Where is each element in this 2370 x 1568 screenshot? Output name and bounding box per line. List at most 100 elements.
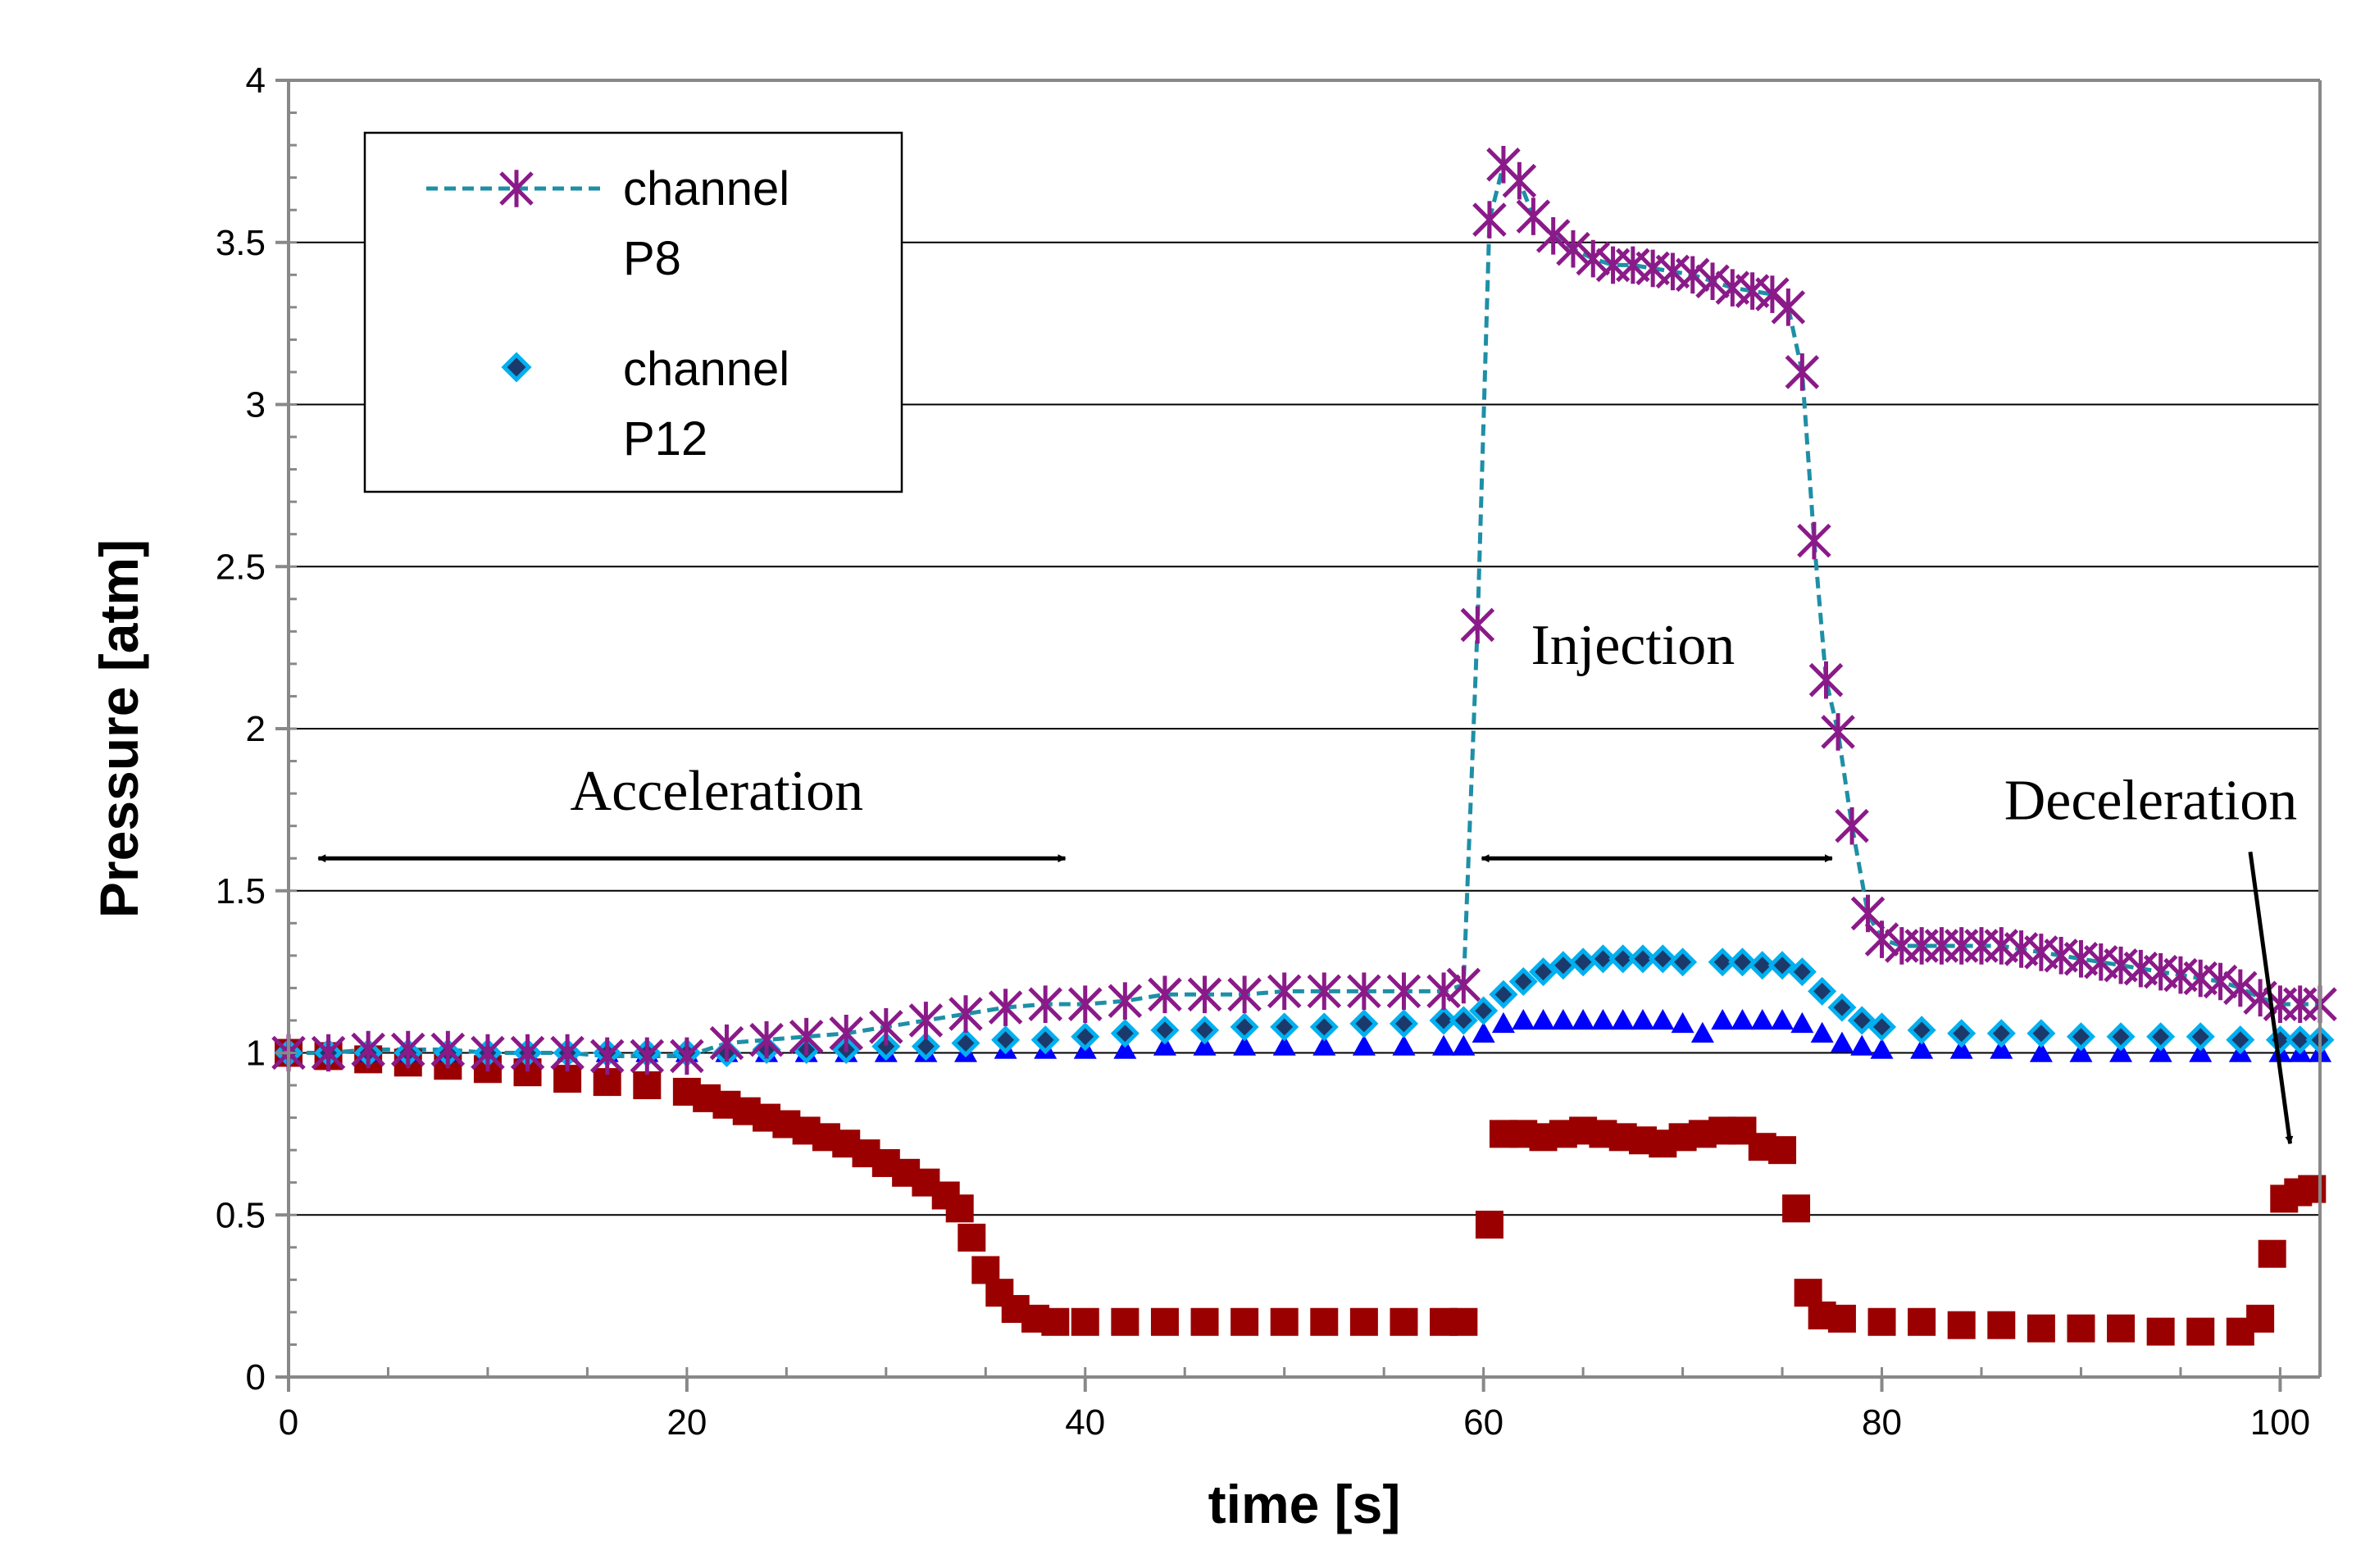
p8-point	[869, 1008, 903, 1046]
p12-point	[2286, 1025, 2315, 1055]
blue-triangle-point	[1272, 1034, 1296, 1056]
y-tick-label: 1	[246, 1034, 266, 1074]
blue-triangle-point	[1631, 1008, 1654, 1030]
blue-triangle-point	[1790, 1011, 1814, 1034]
red-square-point	[1768, 1136, 1797, 1165]
blue-triangle-point	[1551, 1008, 1575, 1030]
red-square-point	[1111, 1307, 1140, 1336]
y-tick-label: 0	[246, 1357, 266, 1398]
blue-triangle-point	[1830, 1031, 1854, 1052]
annotation-deceleration: Deceleration	[2004, 770, 2298, 833]
p12-point	[1808, 976, 1837, 1006]
p8-point	[390, 1030, 425, 1069]
red-square-point	[2146, 1317, 2175, 1346]
red-square-point	[2027, 1314, 2055, 1343]
legend-p8-label-line2: P8	[623, 232, 681, 285]
p8-point	[1797, 521, 1831, 560]
y-tick-label: 0.5	[216, 1195, 266, 1235]
p8-series-line	[289, 160, 2320, 1058]
p12-point	[1389, 1009, 1419, 1039]
red-square-point	[1390, 1307, 1418, 1336]
x-tick-label: 40	[1065, 1402, 1105, 1443]
p8-point	[908, 1002, 944, 1039]
p8-point	[430, 1030, 466, 1069]
p8-point	[471, 1034, 505, 1072]
y-tick-label: 2	[246, 709, 266, 749]
p8-point	[1864, 920, 1899, 958]
x-tick-label: 60	[1463, 1402, 1503, 1443]
p12-point	[1608, 944, 1638, 974]
p12-point	[1150, 1016, 1180, 1045]
p8-point	[589, 1037, 625, 1075]
blue-triangle-point	[2189, 1041, 2213, 1062]
blue-triangle-point	[1153, 1034, 1176, 1056]
y-tick-label: 1.5	[216, 871, 266, 911]
p8-point	[829, 1014, 864, 1052]
legend-star-mark	[499, 170, 534, 207]
p8-point	[1460, 606, 1495, 644]
p12-point	[1787, 957, 1817, 987]
blue-triangle-point	[1531, 1008, 1555, 1030]
p12-point	[2066, 1022, 2096, 1052]
blue-triangle-point	[1491, 1011, 1515, 1034]
p12-point	[1429, 1006, 1458, 1035]
blue-triangle-point	[1512, 1008, 1535, 1030]
p12-point	[911, 1032, 940, 1061]
p8-point	[1267, 972, 1302, 1011]
p8-point	[2203, 962, 2238, 1001]
y-tick-label: 3	[246, 385, 266, 425]
red-square-point	[1071, 1307, 1099, 1336]
p8-point	[1755, 275, 1790, 313]
p12-point	[1588, 944, 1617, 974]
blue-triangle-point	[1113, 1038, 1137, 1059]
blue-triangle-point	[1671, 1011, 1694, 1034]
red-square-point	[1310, 1307, 1339, 1336]
legend-diamond-mark	[501, 352, 532, 383]
p8-point	[988, 989, 1023, 1026]
red-square-point	[2067, 1314, 2095, 1343]
blue-triangle-point	[1432, 1034, 1456, 1056]
data-points-layer	[271, 146, 2337, 1346]
p8-point	[1535, 217, 1571, 255]
p12-point	[2027, 1019, 2056, 1048]
legend-p8-label-line1: channel	[623, 162, 789, 216]
blue-triangle-point	[1472, 1021, 1495, 1043]
p12-point	[1767, 951, 1797, 980]
blue-triangle-point	[1711, 1008, 1735, 1030]
p8-point	[789, 1017, 824, 1056]
p12-point	[871, 1032, 901, 1061]
p8-point	[1675, 256, 1710, 294]
p12-point	[1190, 1016, 1220, 1045]
blue-triangle-point	[1312, 1034, 1336, 1056]
tick-labels: 00.511.522.533.540 20 40 60 80 100	[216, 61, 2310, 1443]
p12-point	[1469, 996, 1499, 1025]
red-square-point	[2298, 1175, 2327, 1203]
blue-triangle-point	[2109, 1041, 2133, 1062]
p8-point	[550, 1034, 585, 1072]
legend-box	[363, 131, 903, 493]
p12-point	[1508, 966, 1538, 997]
p8-point	[1446, 966, 1481, 1004]
p8-point	[1307, 972, 1342, 1011]
red-square-point	[1827, 1304, 1856, 1333]
p8-point	[630, 1037, 665, 1075]
x-tick-label: 0	[279, 1402, 298, 1443]
legend-p12-label-line1: channel	[623, 343, 789, 396]
p12-point	[1907, 1016, 1936, 1045]
p12-point	[1748, 951, 1777, 980]
p8-point	[1785, 353, 1820, 391]
x-tick-label: 20	[666, 1402, 707, 1443]
red-square-point	[958, 1223, 986, 1252]
p8-point	[1426, 972, 1461, 1011]
blue-triangle-point	[1392, 1034, 1416, 1056]
p12-point	[1947, 1019, 1977, 1048]
p12-point	[1309, 1012, 1339, 1042]
p12-point	[2186, 1022, 2215, 1052]
red-square-point	[1475, 1211, 1503, 1239]
p8-point	[351, 1030, 385, 1069]
p8-point	[948, 995, 983, 1033]
blue-triangle-point	[1750, 1008, 1774, 1030]
p12-point	[2106, 1022, 2136, 1052]
p12-point	[1349, 1009, 1379, 1039]
